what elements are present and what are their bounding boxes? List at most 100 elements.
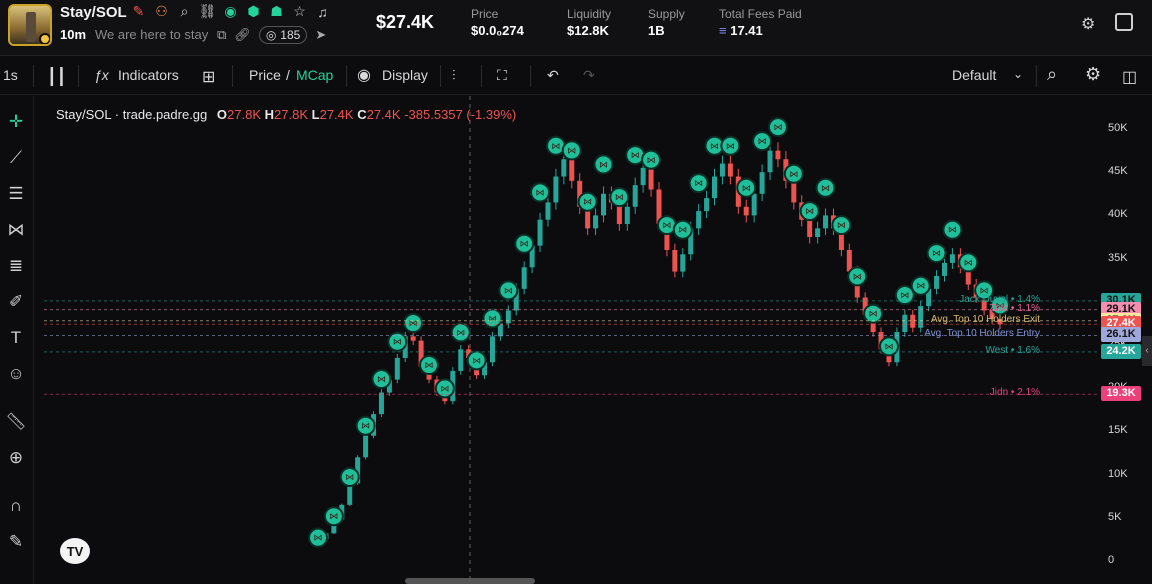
layouts-grid-icon[interactable]: ⊞ <box>202 69 216 86</box>
copy-icon[interactable]: ⧉ <box>217 27 227 42</box>
crosshair-icon[interactable]: ✛ <box>8 112 24 131</box>
trader-avatar-icon[interactable] <box>466 350 487 371</box>
price-chart[interactable]: ⋈ ⋈ ⋈ ⋈ ⋈ ⋈ ⋈ ⋈ ⋈ ⋈ ⋈ ⋈ ⋈ ⋈ ⋈ ⋈ ⋈ ⋈ ⋈ ⋈ ⋈ ⋈ ⋈ ⋈ ⋈ ⋈ ⋈ ⋈ ⋈ ⋈ ⋈ ⋈ ⋈ ⋈ ⋈ ⋈ ⋈ ⋈ ⋈ ⋈… <box>44 96 1140 584</box>
trader-avatar-icon[interactable] <box>641 149 662 170</box>
trader-avatar-glyph: ⋈ <box>869 310 878 320</box>
trader-avatar-icon[interactable] <box>419 355 440 376</box>
trader-avatar-icon[interactable] <box>878 336 899 357</box>
sliders-icon[interactable]: ⫶ <box>452 67 456 83</box>
mcap-toggle[interactable]: MCap <box>296 67 334 83</box>
trader-avatar-icon[interactable] <box>450 322 471 343</box>
trader-avatar-icon[interactable] <box>609 187 630 208</box>
eye-icon[interactable]: ◉ <box>357 67 371 84</box>
text-icon[interactable]: T <box>10 328 22 347</box>
fullscreen-icon[interactable]: ⛶ <box>497 67 507 83</box>
trader-avatar-glyph: ⋈ <box>996 301 1005 311</box>
trader-avatar-icon[interactable] <box>514 233 535 254</box>
trader-avatar-icon[interactable] <box>736 177 757 198</box>
trader-avatar-icon[interactable] <box>323 506 344 527</box>
candle-body <box>656 189 662 225</box>
telegram-icon[interactable]: ➤ <box>315 27 327 42</box>
green-shield-icon[interactable]: ⬢ <box>247 3 260 19</box>
candle-body <box>482 362 488 376</box>
candle-body <box>759 172 765 194</box>
trader-avatar-icon[interactable] <box>355 415 376 436</box>
zoom-in-icon[interactable]: ⊕ <box>8 448 24 467</box>
horizontal-scrollbar[interactable] <box>405 578 535 584</box>
indicators-button[interactable]: Indicators <box>118 67 179 83</box>
trader-avatar-icon[interactable] <box>593 154 614 175</box>
brush-icon[interactable]: ✐ <box>8 292 24 311</box>
divider <box>232 65 233 87</box>
trader-avatar-icon[interactable] <box>577 191 598 212</box>
collapse-panel-handle[interactable]: ‹ <box>1142 336 1152 366</box>
trader-avatar-glyph: ⋈ <box>980 286 989 296</box>
trader-avatar-icon[interactable] <box>720 135 741 156</box>
trader-avatar-icon[interactable] <box>387 331 408 352</box>
trader-avatar-icon[interactable] <box>688 173 709 194</box>
candle-body <box>386 379 392 393</box>
trendline-icon[interactable]: ⟋ <box>10 148 22 167</box>
settings-icon[interactable]: ⚙ <box>1081 16 1096 33</box>
trader-avatar-icon[interactable] <box>371 369 392 390</box>
settings-icon[interactable]: ⚙ <box>1085 64 1102 84</box>
redo-icon[interactable]: ↷ <box>583 67 595 83</box>
ruler-icon[interactable]: 📏︎ <box>5 412 27 431</box>
display-button[interactable]: Display <box>382 67 428 83</box>
star-icon[interactable]: ☆ <box>293 3 306 19</box>
green-alien-icon[interactable]: ☗ <box>270 3 283 19</box>
candle-body <box>712 176 718 199</box>
trader-avatar-icon[interactable] <box>339 467 360 488</box>
link-icon[interactable]: ⛓ <box>198 3 217 19</box>
trader-avatar-icon[interactable] <box>942 219 963 240</box>
chain-link-icon[interactable]: 🔗︎ <box>234 27 251 42</box>
candle-body <box>521 267 527 289</box>
tradingview-logo[interactable]: TV <box>60 538 90 564</box>
green-badge-icon[interactable]: ◉ <box>224 3 237 19</box>
horizontal-lines-icon[interactable]: ☰ <box>8 184 24 203</box>
people-icon[interactable]: ⚇ <box>155 3 168 19</box>
fullscreen-icon[interactable] <box>1115 13 1133 31</box>
trader-avatar-icon[interactable] <box>815 177 836 198</box>
trader-avatar-icon[interactable] <box>482 308 503 329</box>
trader-avatar-icon[interactable] <box>894 285 915 306</box>
interval-button[interactable]: 1s <box>3 67 18 83</box>
trader-avatar-icon[interactable] <box>308 527 328 548</box>
trader-avatar-icon[interactable] <box>847 266 868 287</box>
trader-avatar-icon[interactable] <box>783 163 804 184</box>
trader-avatar-icon[interactable] <box>910 275 931 296</box>
candle-body <box>823 215 829 229</box>
token-logo[interactable] <box>8 4 52 46</box>
trader-avatar-icon[interactable] <box>767 117 788 138</box>
trader-avatar-icon[interactable] <box>530 182 551 203</box>
pen-icon[interactable]: ✎ <box>132 3 145 19</box>
trader-avatar-icon[interactable] <box>434 378 455 399</box>
trader-avatar-icon[interactable] <box>958 252 979 273</box>
trader-avatar-icon[interactable] <box>799 201 820 222</box>
trader-avatar-icon[interactable] <box>926 243 947 264</box>
price-toggle[interactable]: Price <box>249 67 281 83</box>
pattern-icon[interactable]: ⋈ <box>7 220 25 239</box>
bell-icon[interactable]: ♫ <box>317 3 328 20</box>
viewers-badge[interactable]: ◎ 185 <box>258 26 308 44</box>
trader-avatar-icon[interactable] <box>403 313 424 334</box>
lock-pen-icon[interactable]: ✎ <box>8 532 24 551</box>
trader-avatar-glyph: ⋈ <box>821 184 830 194</box>
fib-icon[interactable]: ≣ <box>8 256 24 275</box>
viewers-count: 185 <box>280 28 301 42</box>
search-icon[interactable]: ⌕ <box>1047 64 1058 84</box>
undo-icon[interactable]: ↶ <box>547 67 559 83</box>
layout-select[interactable]: Default <box>952 67 997 83</box>
trader-avatar-icon[interactable] <box>672 219 693 240</box>
trader-avatar-icon[interactable] <box>974 280 995 301</box>
search-icon[interactable]: ⌕ <box>180 3 189 19</box>
trader-avatar-icon[interactable] <box>831 215 852 236</box>
trader-avatar-icon[interactable] <box>561 140 582 161</box>
trader-avatar-icon[interactable] <box>498 280 519 301</box>
emoji-icon[interactable]: ☺ <box>7 364 25 383</box>
magnet-icon[interactable]: ∩ <box>9 496 23 515</box>
camera-icon[interactable]: ◫ <box>1122 69 1138 86</box>
candles-icon[interactable]: ┃┃ <box>47 69 67 86</box>
trader-avatar-icon[interactable] <box>752 131 773 152</box>
chevron-down-icon[interactable]: ⌄ <box>1013 67 1024 81</box>
